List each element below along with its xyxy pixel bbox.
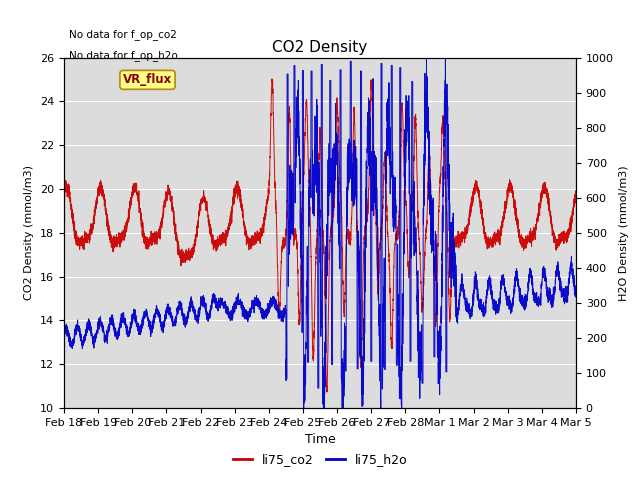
Text: No data for f_op_co2: No data for f_op_co2 [69, 30, 177, 40]
Y-axis label: CO2 Density (mmol/m3): CO2 Density (mmol/m3) [24, 165, 35, 300]
Legend: li75_co2, li75_h2o: li75_co2, li75_h2o [228, 448, 412, 471]
Text: No data for f_op_h2o: No data for f_op_h2o [69, 50, 178, 61]
X-axis label: Time: Time [305, 433, 335, 446]
Title: CO2 Density: CO2 Density [273, 40, 367, 55]
Text: VR_flux: VR_flux [123, 73, 172, 86]
Y-axis label: H2O Density (mmol/m3): H2O Density (mmol/m3) [620, 165, 629, 300]
